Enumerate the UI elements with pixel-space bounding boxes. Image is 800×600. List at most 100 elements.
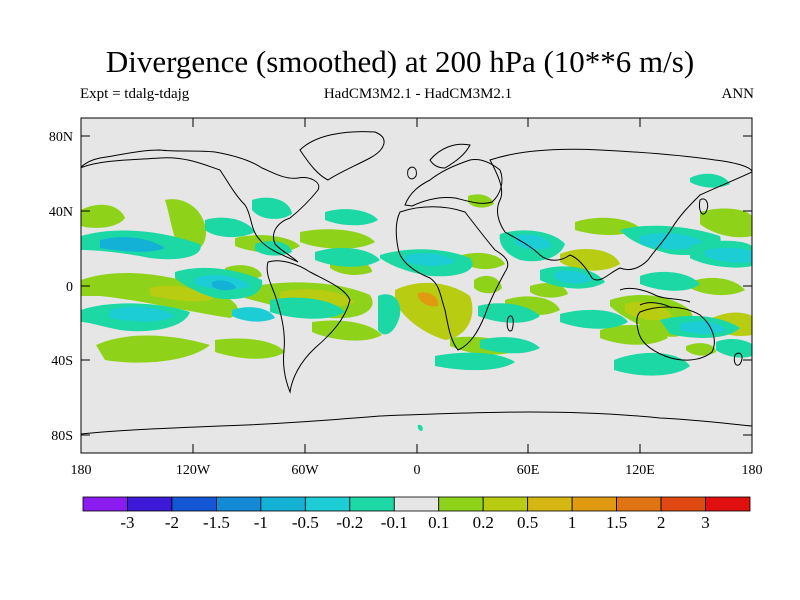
field-patch	[468, 194, 494, 208]
colorbar-label: 0.2	[473, 513, 494, 532]
colorbar-swatch	[571, 496, 618, 512]
field-patch	[640, 271, 700, 291]
coastline-asia	[489, 148, 752, 281]
field-patch	[700, 208, 752, 238]
colorbar-swatch	[705, 496, 751, 512]
field-patch	[417, 424, 423, 431]
lon-tick-label: 120E	[625, 463, 655, 478]
colorbar-swatch	[527, 496, 573, 512]
field-patch	[325, 209, 378, 226]
colorbar-swatch	[660, 496, 706, 512]
colorbar-label: 0.1	[428, 513, 449, 532]
coastline-scandinavia	[429, 143, 471, 169]
coastline-uk	[407, 166, 417, 180]
coastline-new-zealand	[733, 352, 743, 366]
lon-tick-label: 120W	[176, 463, 211, 478]
field-patch	[690, 277, 745, 296]
coastline-madagascar	[506, 315, 514, 332]
lon-tick-label: 0	[414, 463, 421, 478]
field-patch	[395, 282, 473, 340]
coastline-japan	[699, 198, 709, 215]
colorbar-swatch	[215, 496, 262, 512]
coastline-africa	[395, 206, 509, 351]
field-patch	[232, 307, 275, 322]
lon-tick-label: 60E	[517, 463, 540, 478]
field-patch	[165, 199, 206, 253]
field-patch	[480, 337, 540, 354]
field-patch	[315, 247, 380, 267]
coastline-south-america	[266, 260, 351, 394]
lon-tick-label: 60W	[291, 463, 319, 478]
field-patch	[300, 229, 375, 249]
field-patch	[81, 204, 125, 228]
field-patch	[405, 253, 455, 266]
field-patch	[530, 283, 568, 298]
field-patch	[716, 338, 752, 358]
field-patch	[270, 297, 345, 319]
field-patch	[614, 352, 690, 376]
lat-tick-label: 80N	[49, 130, 73, 145]
field-patch	[555, 270, 592, 284]
lat-tick-label: 80S	[51, 429, 73, 444]
field-patch	[680, 321, 726, 334]
colorbar-label: 2	[657, 513, 666, 532]
field-patch	[110, 306, 175, 322]
colorbar-label: 1.5	[606, 513, 627, 532]
field-patch	[690, 173, 730, 188]
colorbar-label: -1.5	[203, 513, 230, 532]
colorbar: -3 -2 -1.5 -1 -0.5 -0.2 -0.1 0.1 0.2 0.5 1 1.5 2 3	[82, 496, 751, 532]
colorbar-swatch	[438, 496, 484, 512]
field-patch	[478, 303, 540, 323]
colorbar-label: 0.5	[517, 513, 538, 532]
colorbar-swatch	[304, 496, 351, 512]
experiment-label: Expt = tdalg-tdajg	[80, 86, 190, 102]
colorbar-label: -3	[120, 513, 134, 532]
field-patch	[100, 237, 165, 252]
field-patch	[705, 247, 752, 263]
field-patch	[312, 320, 382, 341]
field-patch	[640, 233, 705, 250]
field-patch	[205, 217, 255, 238]
lat-axis	[81, 135, 752, 436]
field-patch	[252, 197, 292, 219]
lat-tick-label: 40N	[49, 205, 73, 220]
coastline-australia	[636, 306, 715, 361]
field-patch	[686, 343, 716, 356]
model-label: HadCM3M2.1 - HadCM3M2.1	[323, 86, 513, 102]
field-patch	[96, 335, 210, 363]
colorbar-swatch	[616, 496, 662, 512]
colorbar-swatch	[349, 496, 395, 512]
colorbar-swatch	[393, 496, 440, 512]
field-patch	[560, 249, 620, 271]
coastline-north-america	[81, 149, 320, 263]
field-patch	[212, 280, 236, 291]
plot-title: Divergence (smoothed) at 200 hPa (10**6 …	[105, 44, 695, 79]
colorbar-swatch	[482, 496, 529, 512]
coastline-europe	[404, 159, 503, 207]
field-patch	[462, 252, 505, 270]
lat-tick-label: 0	[66, 280, 73, 295]
colorbar-label: -1	[254, 513, 268, 532]
lon-tick-label: 180	[71, 463, 92, 478]
colorbar-label: -2	[165, 513, 179, 532]
field-patch	[418, 292, 439, 307]
coastline-antarctica	[81, 411, 752, 435]
field-patch	[150, 285, 215, 302]
field-patch	[515, 234, 552, 250]
lat-tick-label: 40S	[51, 354, 73, 369]
colorbar-label: -0.5	[292, 513, 319, 532]
colorbar-swatch	[82, 496, 128, 512]
field-patch	[435, 352, 515, 371]
coastlines	[81, 131, 752, 435]
field-patch	[378, 294, 401, 335]
field-patch	[560, 309, 628, 329]
colorbar-label: -0.1	[381, 513, 408, 532]
field-patch	[215, 338, 285, 359]
lon-axis	[192, 118, 641, 453]
colorbar-label: 3	[701, 513, 710, 532]
coastline-greenland	[299, 131, 385, 181]
lon-tick-label: 180	[742, 463, 763, 478]
season-label: ANN	[721, 86, 755, 102]
field-patch	[474, 275, 502, 294]
